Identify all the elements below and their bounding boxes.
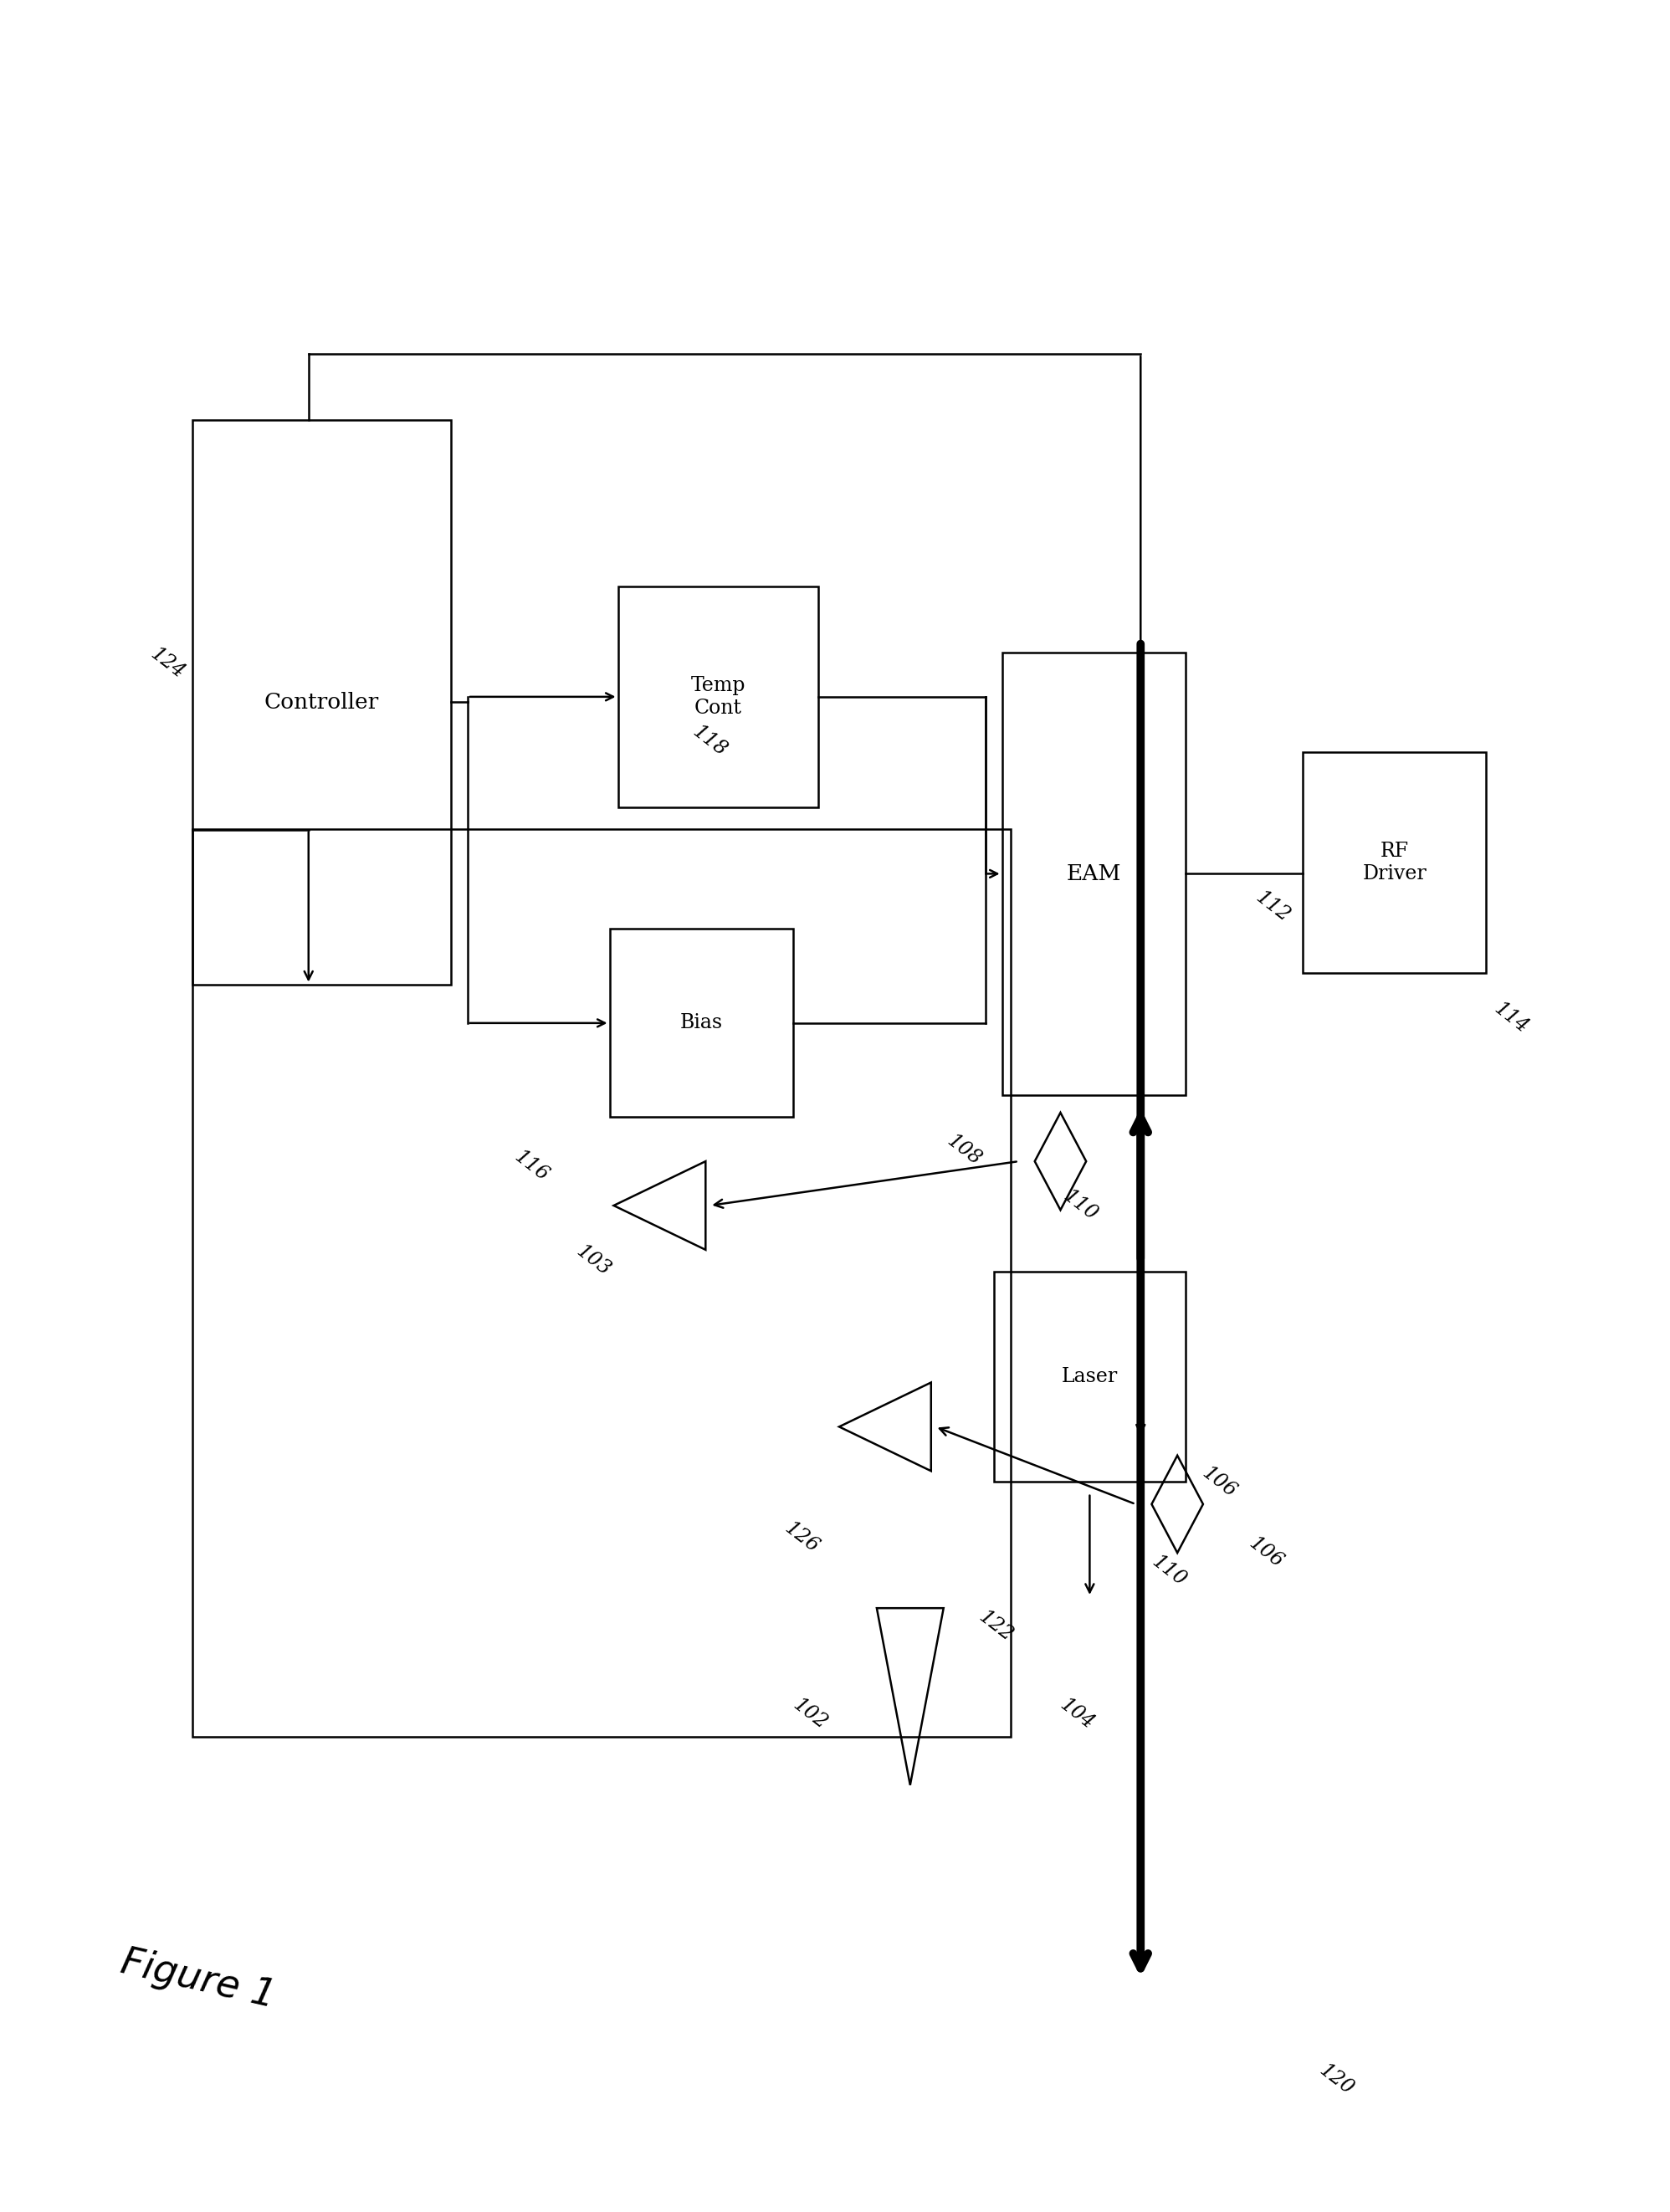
Text: 103: 103: [573, 1241, 613, 1281]
Text: 126: 126: [782, 1517, 822, 1557]
Text: RF
Driver: RF Driver: [1363, 843, 1426, 883]
Bar: [610, 929, 793, 1117]
Text: 120: 120: [1316, 2059, 1356, 2099]
Text: Figure 1: Figure 1: [117, 1944, 279, 2015]
Text: 106: 106: [1199, 1462, 1239, 1502]
Text: EAM: EAM: [1067, 863, 1121, 885]
Bar: [192, 420, 451, 984]
Bar: [618, 586, 818, 807]
Text: 110: 110: [1060, 1186, 1101, 1225]
Text: Laser: Laser: [1062, 1367, 1117, 1387]
Text: 116: 116: [511, 1146, 551, 1186]
Text: Bias: Bias: [680, 1013, 723, 1033]
Text: 118: 118: [690, 721, 730, 761]
Text: 124: 124: [147, 644, 187, 684]
Text: 102: 102: [790, 1694, 830, 1734]
Text: 108: 108: [944, 1130, 984, 1170]
Bar: [1002, 653, 1186, 1095]
Bar: [1303, 752, 1486, 973]
Bar: [994, 1272, 1186, 1482]
Text: 122: 122: [975, 1606, 1015, 1646]
Text: 104: 104: [1057, 1694, 1097, 1734]
Text: 114: 114: [1491, 998, 1531, 1037]
Text: 112: 112: [1252, 887, 1293, 927]
Text: 106: 106: [1246, 1533, 1286, 1573]
Text: Temp
Cont: Temp Cont: [691, 677, 745, 717]
Text: 110: 110: [1149, 1551, 1189, 1590]
Bar: [192, 830, 1010, 1736]
Text: Controller: Controller: [264, 692, 379, 712]
